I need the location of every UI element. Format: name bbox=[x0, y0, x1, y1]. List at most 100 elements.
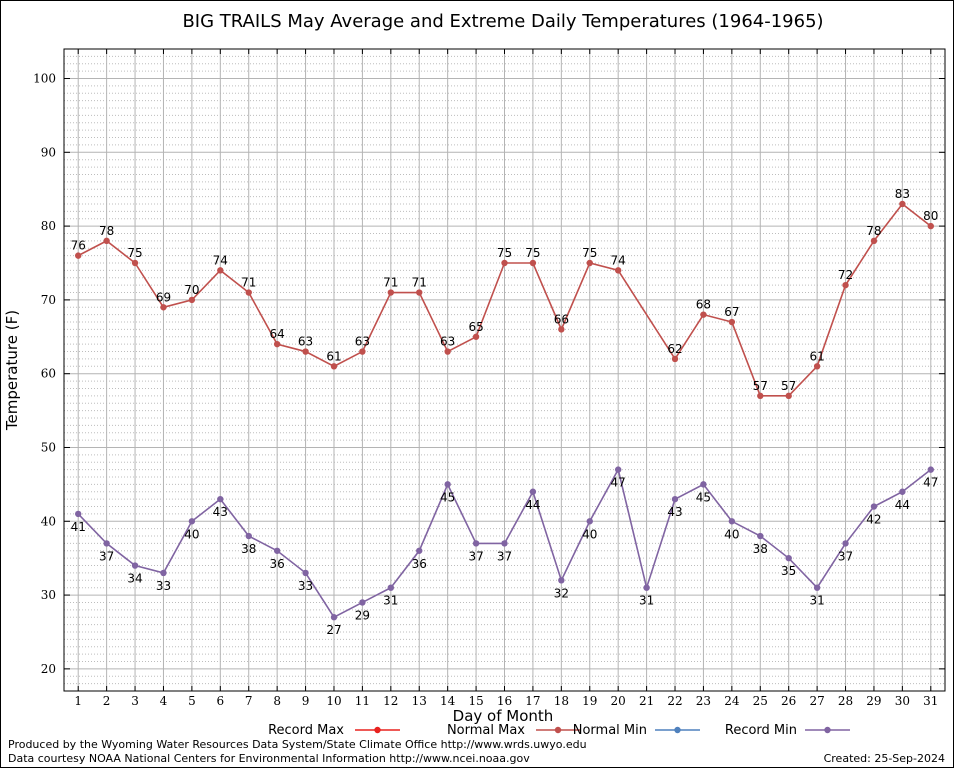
record-min-point bbox=[813, 584, 821, 591]
normal-max-point bbox=[785, 392, 792, 400]
normal-max-data-label: 63 bbox=[355, 335, 370, 349]
normal-max-point bbox=[842, 281, 849, 289]
normal-max-data-label: 64 bbox=[270, 327, 285, 341]
normal-max-data-label: 70 bbox=[184, 283, 199, 297]
x-tick-label: 8 bbox=[273, 694, 281, 708]
y-axis-label: Temperature (F) bbox=[3, 310, 21, 431]
x-tick-label: 2 bbox=[103, 694, 111, 708]
normal-max-data-label: 63 bbox=[440, 335, 455, 349]
x-tick-label: 9 bbox=[302, 694, 310, 708]
normal-max-point bbox=[728, 318, 736, 326]
record-min-data-label: 43 bbox=[667, 505, 682, 519]
normal-max-point bbox=[870, 237, 878, 245]
normal-max-data-label: 69 bbox=[156, 290, 171, 304]
record-min-point bbox=[614, 466, 622, 473]
x-tick-label: 15 bbox=[468, 694, 483, 708]
normal-max-data-label: 76 bbox=[71, 239, 86, 253]
record-min-point bbox=[870, 503, 878, 510]
record-min-data-label: 43 bbox=[213, 505, 228, 519]
x-axis-label: Day of Month bbox=[453, 707, 554, 725]
record-min-data-label: 41 bbox=[71, 520, 86, 534]
footer-created: Created: 25-Sep-2024 bbox=[824, 752, 945, 765]
normal-max-data-label: 74 bbox=[213, 253, 228, 267]
normal-max-point bbox=[501, 259, 508, 267]
record-min-data-label: 32 bbox=[554, 586, 569, 600]
x-tick-label: 1 bbox=[74, 694, 82, 708]
record-min-point bbox=[472, 540, 480, 547]
normal-max-point bbox=[330, 363, 338, 370]
record-min-data-label: 37 bbox=[468, 549, 483, 563]
normal-max-data-label: 78 bbox=[866, 224, 881, 238]
normal-max-data-label: 75 bbox=[497, 246, 512, 260]
footer-data-courtesy: Data courtesy NOAA National Centers for … bbox=[8, 752, 530, 765]
normal-max-point bbox=[472, 333, 480, 340]
normal-max-point bbox=[927, 222, 934, 230]
normal-max-point bbox=[899, 200, 906, 208]
x-tick-label: 26 bbox=[781, 694, 796, 708]
record-min-point bbox=[416, 547, 423, 554]
record-min-point bbox=[529, 488, 537, 495]
record-min-data-label: 47 bbox=[923, 476, 938, 490]
normal-max-data-label: 61 bbox=[809, 349, 824, 363]
normal-max-data-label: 78 bbox=[99, 224, 114, 238]
normal-max-point bbox=[217, 267, 224, 274]
normal-max-data-label: 71 bbox=[412, 276, 427, 290]
record-min-point bbox=[188, 518, 196, 525]
record-min-point bbox=[586, 518, 593, 525]
normal-max-point bbox=[160, 304, 167, 311]
y-tick-label: 100 bbox=[33, 72, 56, 86]
y-tick-label: 30 bbox=[41, 588, 56, 602]
y-tick-label: 40 bbox=[41, 514, 56, 528]
record-min-point bbox=[359, 599, 366, 606]
record-min-point bbox=[330, 614, 338, 621]
x-tick-label: 22 bbox=[667, 694, 682, 708]
normal-max-point bbox=[245, 289, 252, 296]
x-tick-label: 16 bbox=[497, 694, 512, 708]
normal-max-data-label: 63 bbox=[298, 335, 313, 349]
legend-label-record-max: Record Max bbox=[268, 723, 344, 738]
record-min-data-label: 33 bbox=[156, 579, 171, 593]
x-tick-label: 27 bbox=[809, 694, 824, 708]
normal-max-line bbox=[77, 202, 932, 397]
x-tick-label: 5 bbox=[188, 694, 196, 708]
x-tick-label: 3 bbox=[131, 694, 139, 708]
normal-max-point bbox=[813, 363, 821, 370]
record-min-point bbox=[387, 584, 395, 591]
record-min-data-label: 37 bbox=[497, 549, 512, 563]
y-tick-label: 50 bbox=[41, 440, 56, 454]
record-min-point bbox=[899, 488, 906, 495]
chart-legend: Record Max Normal Max Normal Min Record Min bbox=[268, 723, 850, 738]
record-min-point bbox=[558, 577, 565, 584]
record-min-data-label: 44 bbox=[895, 498, 910, 512]
record-min-point bbox=[75, 510, 82, 518]
normal-max-data-label: 57 bbox=[753, 379, 768, 393]
record-min-data-label: 35 bbox=[781, 564, 796, 578]
x-tick-label: 14 bbox=[440, 694, 456, 708]
record-min-point bbox=[927, 466, 934, 473]
normal-max-point bbox=[416, 289, 423, 296]
normal-max-data-label: 66 bbox=[554, 312, 569, 326]
y-tick-label: 70 bbox=[41, 293, 56, 307]
x-tick-label: 29 bbox=[866, 694, 881, 708]
normal-max-point bbox=[188, 296, 196, 304]
normal-max-data-label: 72 bbox=[838, 268, 853, 282]
record-min-point bbox=[501, 540, 508, 547]
record-min-data-label: 31 bbox=[383, 594, 398, 608]
normal-max-point bbox=[75, 252, 82, 259]
record-min-point bbox=[842, 540, 849, 547]
record-min-data-label: 45 bbox=[440, 490, 455, 504]
normal-max-point bbox=[444, 348, 451, 355]
x-tick-label: 7 bbox=[245, 694, 253, 708]
normal-max-data-label: 80 bbox=[923, 209, 938, 223]
record-min-point bbox=[757, 532, 764, 540]
x-tick-label: 20 bbox=[611, 694, 626, 708]
record-min-data-label: 37 bbox=[99, 549, 114, 563]
normal-max-data-label: 83 bbox=[895, 187, 910, 201]
record-min-data-label: 38 bbox=[241, 542, 256, 556]
normal-max-data-label: 74 bbox=[611, 253, 626, 267]
legend-marker-record-min bbox=[824, 726, 831, 734]
record-min-data-label: 36 bbox=[412, 557, 427, 571]
x-tick-label: 17 bbox=[525, 694, 540, 708]
y-tick-label: 60 bbox=[41, 367, 56, 381]
